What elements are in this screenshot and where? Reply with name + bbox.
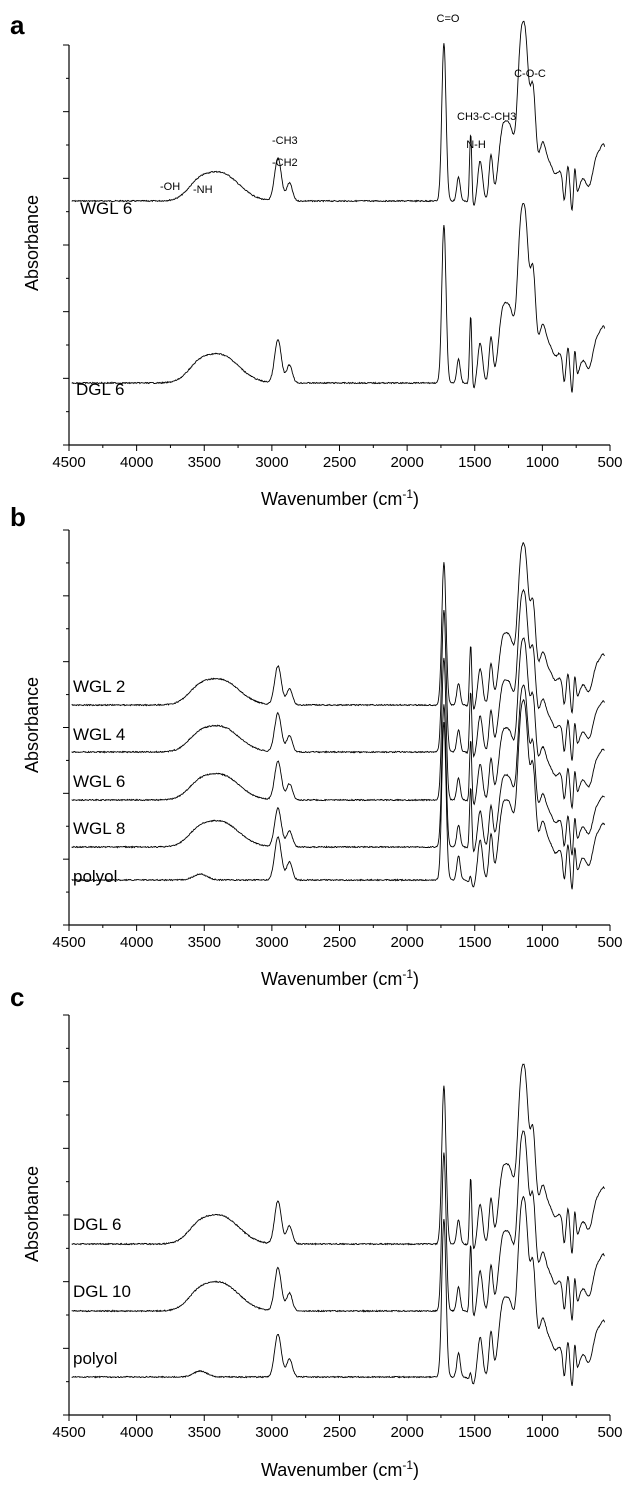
x-tick-label: 3500 <box>188 454 221 471</box>
series-label-wgl-2: WGL 2 <box>73 677 125 696</box>
annotation-c-o: C=O <box>437 13 460 25</box>
panel-a: a Absorbance Wavenumber (cm-1) 4500 4000 3… <box>10 10 623 509</box>
x-tick-label: 2000 <box>390 1424 423 1441</box>
x-tick-label: 1000 <box>526 1424 559 1441</box>
spectrum-line <box>71 637 605 810</box>
series-label-dgl-10: DGL 10 <box>73 1282 131 1301</box>
x-tick-label: 4000 <box>120 934 153 951</box>
panel-c-x-axis-title: Wavenumber (cm-1) <box>261 1458 419 1480</box>
x-tick-label: 3000 <box>255 454 288 471</box>
series-label-wgl-6: WGL 6 <box>80 199 132 218</box>
x-tick-label: 2000 <box>390 454 423 471</box>
annotation-ch2: -CH2 <box>272 157 298 169</box>
spectrum-line <box>71 588 605 761</box>
panel-b-y-axis-title: Absorbance <box>22 677 42 773</box>
series-label-wgl-6: WGL 6 <box>73 772 125 791</box>
spectrum-line <box>71 1130 605 1321</box>
panel-c: c Absorbance Wavenumber (cm-1) 4500 4000 3… <box>10 982 623 1480</box>
series-label-dgl-6: DGL 6 <box>73 1215 122 1234</box>
x-tick-label: 500 <box>597 934 622 951</box>
x-tick-label: 1500 <box>458 934 491 951</box>
series-label-polyol: polyol <box>73 1349 117 1368</box>
panel-a-x-axis-title: Wavenumber (cm-1) <box>261 487 419 509</box>
x-tick-label: 500 <box>597 1424 622 1441</box>
spectrum-line <box>71 1063 605 1254</box>
annotation-ch3-c-ch3: CH3-C-CH3 <box>457 111 516 123</box>
x-tick-label: 4500 <box>52 454 85 471</box>
series-label-dgl-6: DGL 6 <box>76 380 125 399</box>
x-tick-label: 3500 <box>188 1424 221 1441</box>
annotation-c-o-c: C-O-C <box>514 68 546 80</box>
x-tick-label: 4000 <box>120 1424 153 1441</box>
x-tick-label: 1500 <box>458 454 491 471</box>
x-tick-label: 3000 <box>255 934 288 951</box>
annotation-nh: -NH <box>193 184 213 196</box>
x-tick-label: 2500 <box>323 454 356 471</box>
annotation-ch3: -CH3 <box>272 135 298 147</box>
x-tick-label: 2500 <box>323 1424 356 1441</box>
annotation-n-h: N-H <box>466 139 486 151</box>
x-tick-label: 3000 <box>255 1424 288 1441</box>
x-tick-label: 1000 <box>526 934 559 951</box>
panel-letter-a: a <box>10 10 25 40</box>
x-tick-label: 2500 <box>323 934 356 951</box>
x-tick-label: 3500 <box>188 934 221 951</box>
series-label-polyol: polyol <box>73 867 117 886</box>
peak-annotations: C=O C-O-C CH3-C-CH3 N-H -CH3 -CH2 -OH -N… <box>160 13 546 196</box>
x-tick-label: 4000 <box>120 454 153 471</box>
x-tick-label: 500 <box>597 454 622 471</box>
series-label-wgl-4: WGL 4 <box>73 725 125 744</box>
x-tick-label: 1500 <box>458 1424 491 1441</box>
spectrum-line <box>71 203 606 393</box>
x-tick-label: 2000 <box>390 934 423 951</box>
panel-c-y-axis-title: Absorbance <box>22 1166 42 1262</box>
spectrum-line <box>71 684 605 856</box>
spectrum-line <box>71 20 606 212</box>
x-tick-label: 1000 <box>526 454 559 471</box>
panel-b-x-axis-title: Wavenumber (cm-1) <box>261 967 419 989</box>
series-label-wgl-8: WGL 8 <box>73 819 125 838</box>
x-tick-label: 4500 <box>52 1424 85 1441</box>
spectrum-line <box>71 699 606 890</box>
spectrum-line <box>71 1195 606 1387</box>
spectrum-line <box>71 542 605 714</box>
annotation-oh: -OH <box>160 181 180 193</box>
x-tick-label: 4500 <box>52 934 85 951</box>
panel-letter-b: b <box>10 502 26 532</box>
panel-a-y-axis-title: Absorbance <box>22 195 42 291</box>
panel-b: b Absorbance Wavenumber (cm-1) 4500 4000 3… <box>10 502 623 989</box>
panel-letter-c: c <box>10 982 24 1012</box>
